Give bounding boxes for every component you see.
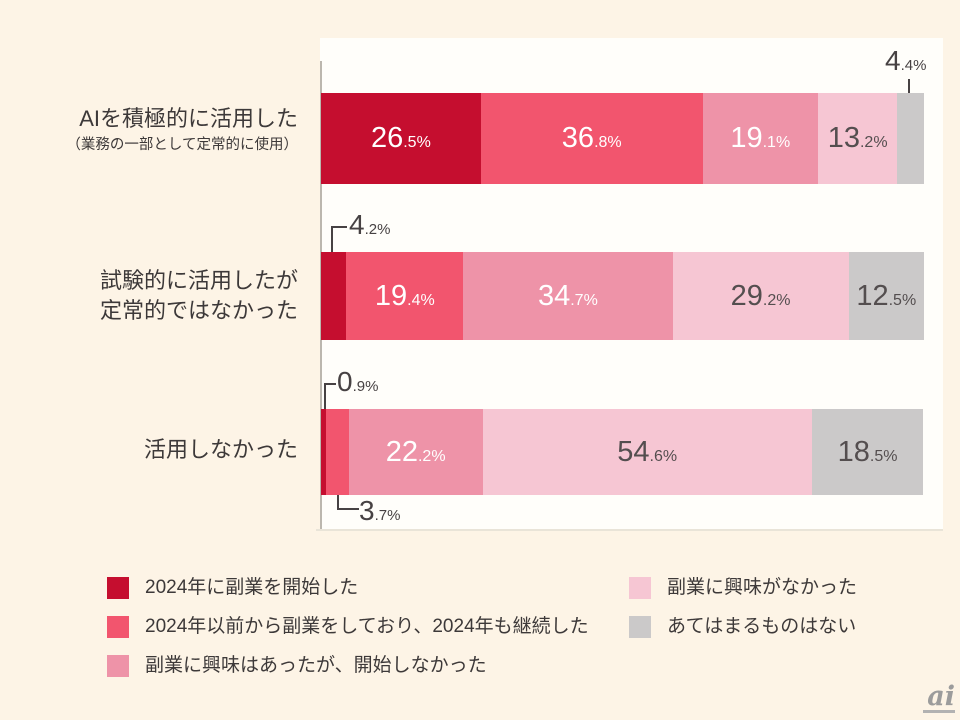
bar-segment: 13.2% — [817, 93, 898, 184]
legend-swatch-5 — [629, 616, 651, 638]
legend-label-1: 2024年に副業を開始した — [145, 577, 359, 598]
bar-row-1: 26.5% 36.8% 19.1% 13.2% — [321, 93, 924, 184]
category-label-2-line2: 定常的ではなかった — [99, 298, 298, 323]
category-label-2: 試験的に活用したが 定常的ではなかった — [100, 266, 298, 326]
brand-logo-text: ai — [927, 681, 955, 712]
legend-swatch-3 — [107, 655, 129, 677]
bar-segment: 29.2% — [672, 252, 849, 340]
callout-0-9-frac: .9% — [352, 378, 379, 395]
callout-leader-3-7-v — [337, 495, 339, 510]
callout-0-9-int: 0 — [337, 366, 353, 397]
legend-swatch-1 — [107, 577, 129, 599]
category-label-3: 活用しなかった — [144, 435, 298, 465]
callout-label-4-2: 4.2% — [349, 209, 390, 241]
legend-swatch-4 — [629, 577, 651, 599]
bar-segment — [897, 93, 924, 184]
segment-value-label: 12.5% — [856, 279, 917, 312]
bar-segment: 26.5% — [321, 93, 481, 184]
segment-value-label: 29.2% — [730, 279, 791, 312]
legend-item-1: 2024年に副業を開始した — [107, 577, 358, 599]
segment-value-label: 54.6% — [617, 435, 678, 468]
bar-row-3: 22.2% 54.6% 18.5% — [321, 409, 924, 495]
legend-item-4: 副業に興味がなかった — [629, 577, 857, 599]
callout-4-2-int: 4 — [349, 209, 365, 240]
bar-row-2: 19.4% 34.7% 29.2% 12.5% — [321, 252, 924, 340]
segment-value-label: 36.8% — [561, 122, 622, 154]
bar-segment: 19.4% — [346, 252, 464, 340]
callout-4-2-frac: .2% — [364, 221, 391, 238]
callout-3-7-frac: .7% — [374, 507, 401, 524]
bar-segment: 22.2% — [348, 409, 483, 495]
x-axis-line — [316, 529, 943, 531]
category-label-1: AIを積極的に活用した （業務の一部として定常的に使用） — [66, 104, 298, 156]
legend-label-4: 副業に興味がなかった — [667, 577, 858, 598]
legend-item-3: 副業に興味はあったが、開始しなかった — [107, 655, 487, 677]
brand-logo-subtext-bar — [923, 710, 955, 713]
legend-item-5: あてはまるものはない — [629, 616, 856, 638]
bar-segment: 18.5% — [811, 409, 924, 495]
legend-swatch-2 — [107, 616, 129, 638]
callout-leader-4-2-v — [331, 226, 333, 252]
category-label-2-line1: 試験的に活用したが — [99, 268, 298, 293]
callout-3-7-int: 3 — [359, 495, 375, 526]
callout-label-4-4: 4.4% — [885, 45, 926, 77]
bar-segment — [326, 409, 349, 495]
segment-value-label: 13.2% — [827, 122, 888, 154]
legend-label-5: あてはまるものはない — [667, 616, 857, 637]
bar-segment — [321, 409, 327, 495]
segment-value-label: 34.7% — [537, 279, 598, 312]
bar-segment: 19.1% — [702, 93, 818, 184]
callout-leader-3-7-h — [337, 508, 359, 510]
bar-segment — [321, 252, 347, 340]
bar-segment: 54.6% — [482, 409, 812, 495]
callout-label-3-7: 3.7% — [359, 495, 400, 527]
callout-4-4-frac: .4% — [900, 57, 927, 74]
segment-value-label: 22.2% — [385, 435, 446, 468]
legend-item-2: 2024年以前から副業をしており、2024年も継続した — [107, 616, 589, 638]
callout-leader-4-4 — [908, 79, 910, 93]
callout-label-0-9: 0.9% — [337, 366, 378, 398]
segment-value-label: 19.4% — [374, 279, 435, 312]
callout-leader-4-2-h — [331, 226, 347, 228]
bar-segment: 12.5% — [848, 252, 924, 340]
callout-leader-0-9-v — [324, 383, 326, 409]
callout-leader-0-9-h — [324, 383, 336, 385]
category-label-1-line1: AIを積極的に活用した — [79, 106, 298, 131]
legend-label-2: 2024年以前から副業をしており、2024年も継続した — [145, 616, 589, 637]
segment-value-label: 26.5% — [370, 122, 431, 154]
category-label-1-line2: （業務の一部として定常的に使用） — [66, 137, 298, 153]
bar-segment: 34.7% — [463, 252, 673, 340]
segment-value-label: 18.5% — [837, 435, 898, 468]
callout-4-4-int: 4 — [885, 45, 901, 76]
segment-value-label: 19.1% — [730, 122, 791, 154]
category-label-3-line1: 活用しなかった — [143, 437, 298, 462]
legend-label-3: 副業に興味はあったが、開始しなかった — [145, 655, 487, 676]
brand-logo: ai — [923, 681, 955, 713]
bar-segment: 36.8% — [480, 93, 703, 184]
